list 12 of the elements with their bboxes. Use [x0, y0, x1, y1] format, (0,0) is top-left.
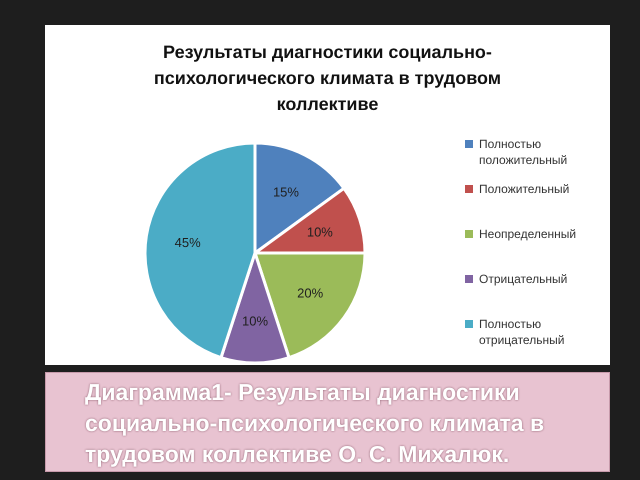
legend-label: Положительный	[479, 180, 570, 196]
chart-title: Результаты диагностики социально-психологического климата в трудовом коллективе	[152, 41, 502, 116]
data-label: 20%	[297, 286, 324, 301]
legend-label: Отрицательный	[479, 270, 568, 286]
data-label: 10%	[242, 314, 268, 329]
legend-label: Полностью отрицательный	[479, 316, 566, 348]
data-label: 15%	[272, 184, 300, 200]
text: Диаграмма1- Результаты диагностики социально-психологического климата в трудовом коллективе О. С. Михалюк.	[85, 378, 546, 469]
legend-label: Полностью положительный	[479, 136, 568, 168]
data-label: 10%	[306, 224, 334, 240]
legend-label: Неопределенный	[479, 226, 578, 242]
data-label: 45%	[174, 234, 202, 250]
